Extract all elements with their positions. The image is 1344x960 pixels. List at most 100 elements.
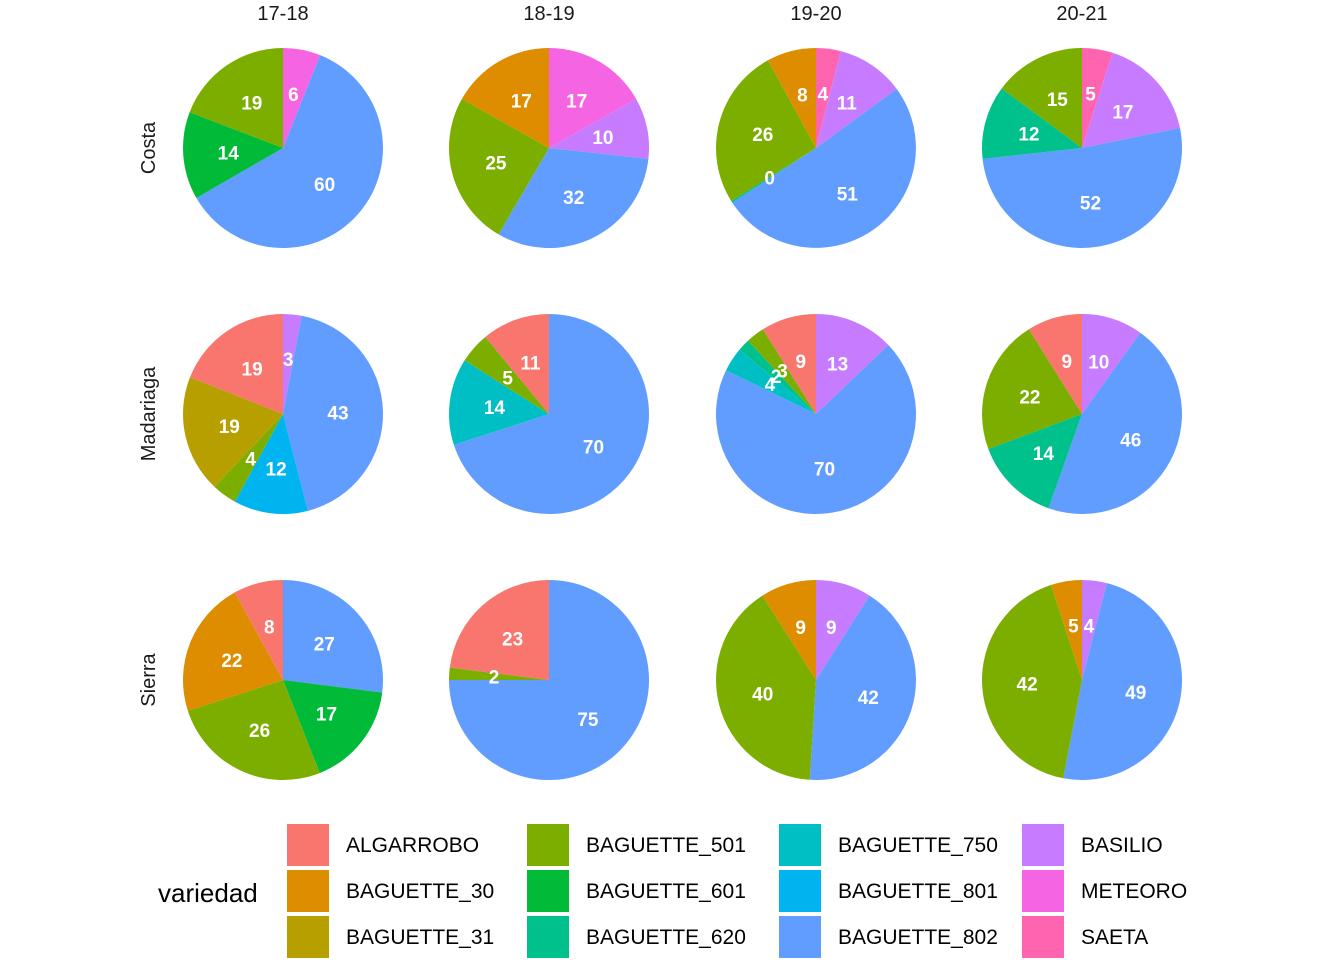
pie-slice-baguette-750	[448, 360, 549, 445]
pie-slice-label: 42	[1017, 675, 1038, 696]
legend-swatch	[527, 870, 569, 912]
pie-slice-label: 19	[241, 94, 262, 115]
legend-swatch	[1022, 916, 1064, 958]
row-labels: Costa Madariaga Sierra	[138, 121, 160, 707]
pie-slice-baguette-750	[726, 349, 816, 414]
pie-slice-meteoro	[549, 48, 637, 148]
pie-slice-algarrobo	[449, 580, 549, 680]
column-label-18-19: 18-19	[523, 3, 574, 25]
legend-label: BAGUETTE_801	[838, 880, 998, 903]
legend-item-baguette-802: BAGUETTE_802	[779, 916, 998, 958]
pie-slice-saeta	[1082, 48, 1113, 148]
legend-label: BASILIO	[1081, 834, 1163, 857]
pie-slice-label: 10	[592, 128, 613, 149]
pie-slice-label: 4	[1084, 616, 1095, 637]
pie-slice-label: 25	[485, 153, 507, 174]
pie-slice-baguette-802	[453, 314, 649, 514]
pie-slice-baguette-501	[716, 595, 816, 780]
pie-slice-label: 6	[288, 85, 299, 106]
pie-slice-baguette-802	[982, 127, 1182, 249]
pie-slice-baguette-501	[214, 414, 283, 502]
pie-slice-algarrobo	[190, 314, 283, 414]
legend-swatch	[527, 916, 569, 958]
pie-slice-label: 15	[1047, 90, 1069, 111]
pie-slice-label: 9	[826, 618, 837, 639]
pie-slice-label: 4	[818, 84, 829, 105]
legend-swatch	[287, 870, 329, 912]
legend-item-baguette-31: BAGUETTE_31	[287, 916, 494, 958]
pie-slice-label: 12	[266, 460, 287, 481]
pie-slice-label: 4	[245, 450, 256, 471]
pie-slice-label: 46	[1120, 431, 1141, 452]
pie-sierra-18-19: 75 223	[449, 580, 649, 780]
pie-slice-label: 19	[219, 417, 240, 438]
legend-swatch	[287, 916, 329, 958]
pie-slice-baguette-30	[767, 48, 816, 148]
pie-slice-baguette-620	[739, 340, 816, 414]
pie-slice-label: 17	[1112, 102, 1133, 123]
pie-slice-label: 32	[563, 188, 584, 209]
pie-slice-label: 10	[1088, 353, 1109, 374]
pie-slice-label: 5	[1085, 85, 1096, 106]
pie-slice-basilio	[549, 98, 650, 159]
legend-label: SAETA	[1081, 926, 1148, 949]
pie-slice-basilio	[1082, 314, 1141, 414]
pie-slice-baguette-501	[449, 667, 549, 680]
pie-slice-baguette-30	[1051, 580, 1082, 680]
pie-slice-label: 8	[264, 618, 275, 639]
pie-slice-label: 14	[1033, 444, 1055, 465]
pie-slice-basilio	[283, 314, 302, 414]
pie-slice-basilio	[1082, 52, 1180, 148]
pie-slice-baguette-802	[283, 315, 384, 511]
column-label-17-18: 17-18	[257, 3, 308, 25]
pie-slice-meteoro	[283, 48, 321, 148]
pie-slice-label: 26	[249, 721, 270, 742]
pie-costa-20-21: 5 17 52 12 15	[981, 48, 1182, 249]
pie-slice-baguette-601	[183, 112, 283, 198]
pie-slice-label: 13	[827, 354, 848, 375]
pie-slice-label: 23	[502, 630, 523, 651]
pie-slice-baguette-31	[182, 377, 283, 487]
legend-swatch	[527, 824, 569, 866]
pie-slice-baguette-30	[182, 592, 283, 711]
pie-madariaga-19-20: 13 70 423 9	[715, 314, 916, 515]
legend-item-saeta: SAETA	[1022, 916, 1148, 958]
pie-slice-basilio	[1082, 580, 1107, 680]
pie-slice-label: 5	[1068, 617, 1079, 638]
pie-slice-label: 22	[1019, 387, 1040, 408]
pie-slice-label: 49	[1125, 683, 1146, 704]
pie-slice-label: 17	[566, 92, 587, 113]
legend-label: BAGUETTE_620	[586, 926, 746, 949]
legend-swatch	[779, 916, 821, 958]
pie-slice-label: 14	[484, 398, 506, 419]
pie-slice-baguette-801	[234, 414, 308, 515]
legend-swatch	[287, 824, 329, 866]
legend-label: ALGARROBO	[346, 834, 479, 857]
pie-sierra-20-21: 4 49 42 5	[981, 580, 1183, 781]
pie-slice-baguette-501	[448, 98, 549, 235]
pie-madariaga-20-21: 10 46 14 22 9	[982, 314, 1182, 514]
legend-label: BAGUETTE_31	[346, 926, 494, 949]
column-label-20-21: 20-21	[1056, 3, 1107, 25]
pie-slice-label: 52	[1080, 193, 1101, 214]
row-label-madariaga: Madariaga	[138, 366, 160, 461]
pie-slice-baguette-501	[189, 48, 283, 148]
legend-label: BAGUETTE_750	[838, 834, 998, 857]
pie-slice-baguette-501	[1001, 48, 1082, 148]
pie-slice-label: 17	[316, 705, 337, 726]
legend-swatch	[779, 870, 821, 912]
pie-slice-label: 3	[283, 350, 294, 371]
pie-slice-baguette-501	[748, 329, 816, 414]
pie-slice-label: 27	[314, 635, 335, 656]
legend-item-baguette-501: BAGUETTE_501	[527, 824, 746, 866]
pie-slice-label: 17	[511, 92, 532, 113]
legend-item-baguette-601: BAGUETTE_601	[527, 870, 746, 912]
pie-slice-algarrobo	[485, 314, 549, 414]
pie-slice-label: 5	[502, 369, 513, 390]
legend-swatch	[1022, 870, 1064, 912]
pie-slice-label: 2	[771, 367, 782, 388]
pie-slice-algarrobo	[762, 314, 816, 414]
